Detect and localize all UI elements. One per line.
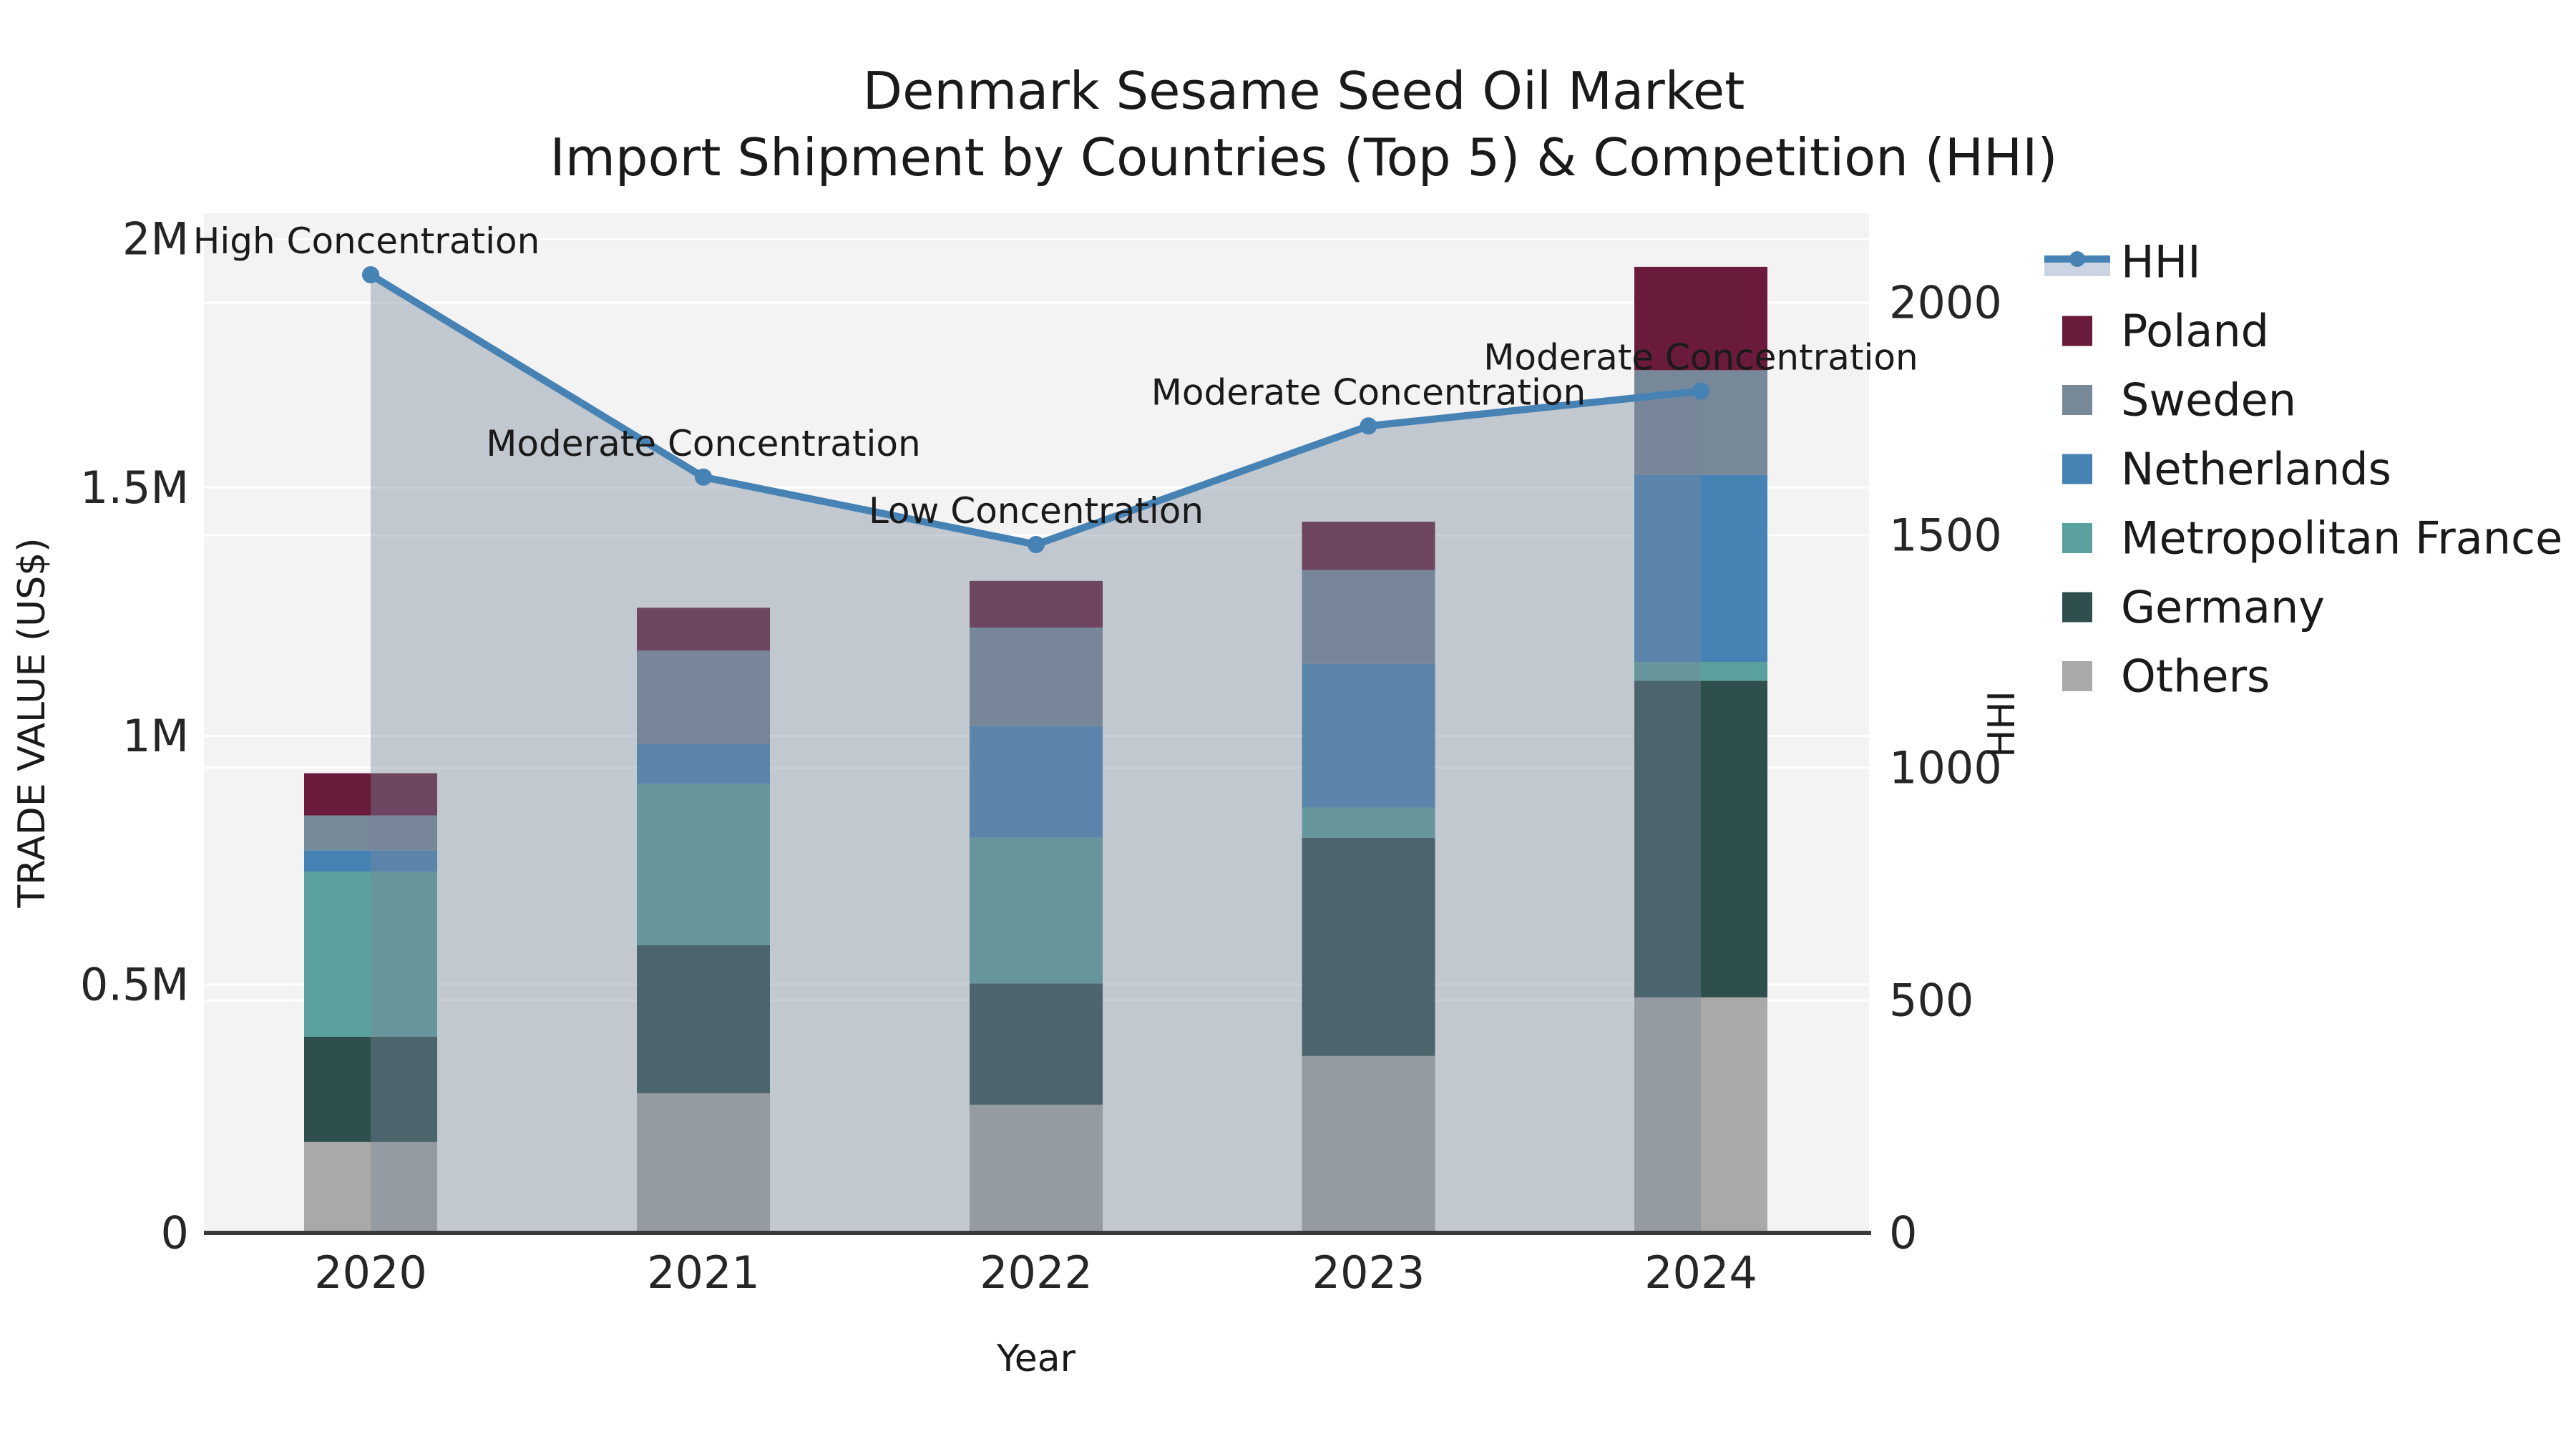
hhi-annotation-2024: Moderate Concentration — [1483, 337, 1918, 379]
y-left-tick-0.5M: 0.5M — [80, 958, 189, 1010]
bar-segment-2020-sweden — [304, 815, 437, 851]
legend-item-germany: Germany — [2062, 581, 2325, 633]
bar-segment-2023-poland — [1302, 522, 1435, 570]
hhi-annotation-2020: High Concentration — [193, 220, 540, 262]
hhi-marker-2021 — [695, 468, 712, 486]
bar-segment-2024-poland — [1634, 266, 1767, 371]
bar-segment-2021-metropolitan-france — [637, 784, 770, 945]
bar-segment-2022-germany — [970, 983, 1103, 1105]
chart-title: Denmark Sesame Seed Oil Market — [863, 61, 1745, 121]
y-left-tick-1M: 1M — [122, 710, 189, 762]
bar-segment-2022-others — [970, 1104, 1103, 1233]
y-axis-label-left: TRADE VALUE (US$) — [11, 537, 54, 908]
hhi-marker-2020 — [362, 266, 379, 283]
y-right-tick-2000: 2000 — [1889, 277, 2002, 329]
bar-segment-2023-germany — [1302, 837, 1435, 1056]
hhi-annotation-2023: Moderate Concentration — [1151, 371, 1586, 413]
legend-item-others: Others — [2062, 650, 2270, 703]
legend-swatch-others — [2062, 661, 2092, 691]
bar-segment-2022-poland — [970, 580, 1103, 628]
legend-item-hhi: HHI — [2044, 236, 2201, 288]
x-tick-2022: 2022 — [980, 1246, 1093, 1299]
x-tick-2020: 2020 — [314, 1246, 427, 1299]
x-tick-2024: 2024 — [1644, 1246, 1757, 1299]
legend-hhi-marker — [2069, 251, 2085, 267]
bar-segment-2021-germany — [637, 945, 770, 1093]
legend-label-sweden: Sweden — [2121, 374, 2296, 426]
legend-item-netherlands: Netherlands — [2062, 443, 2391, 495]
legend-item-metropolitan-france: Metropolitan France — [2062, 512, 2562, 565]
bar-segment-2023-sweden — [1302, 570, 1435, 664]
legend-label-poland: Poland — [2121, 305, 2269, 357]
hhi-marker-2022 — [1028, 536, 1045, 553]
bar-segment-2021-sweden — [637, 650, 770, 744]
bar-segment-2021-others — [637, 1093, 770, 1233]
legend-swatch-germany — [2062, 592, 2092, 623]
chart-subtitle: Import Shipment by Countries (Top 5) & C… — [550, 127, 2058, 187]
hhi-annotation-2021: Moderate Concentration — [486, 423, 920, 464]
bar-segment-2020-poland — [304, 773, 437, 816]
y-right-tick-1000: 1000 — [1889, 742, 2002, 794]
bar-segment-2022-netherlands — [970, 726, 1103, 838]
bar-segment-2021-poland — [637, 608, 770, 651]
bar-segment-2020-metropolitan-france — [304, 872, 437, 1037]
y-right-tick-0: 0 — [1889, 1207, 1917, 1259]
bar-segment-2024-metropolitan-france — [1634, 662, 1767, 681]
legend-swatch-netherlands — [2062, 454, 2092, 484]
y-axis-label-right: HHI — [1981, 691, 2024, 758]
legend-label-metropolitan-france: Metropolitan France — [2121, 512, 2562, 565]
y-right-tick-500: 500 — [1889, 975, 1974, 1027]
chart-marks: High Concentration Moderate Concentration… — [80, 213, 2562, 1299]
hhi-marker-2023 — [1360, 417, 1377, 435]
bar-segment-2020-others — [304, 1141, 437, 1233]
x-tick-2021: 2021 — [647, 1246, 760, 1299]
legend-item-poland: Poland — [2062, 305, 2269, 357]
y-left-tick-0: 0 — [161, 1207, 189, 1259]
bar-segment-2022-sweden — [970, 628, 1103, 726]
legend-label-germany: Germany — [2121, 581, 2325, 633]
x-axis-label: Year — [996, 1337, 1076, 1380]
bar-segment-2024-others — [1634, 997, 1767, 1233]
legend-swatch-poland — [2062, 316, 2092, 346]
legend-label-others: Others — [2121, 650, 2270, 703]
hhi-annotation-2022: Low Concentration — [869, 490, 1204, 532]
legend-swatch-metropolitan-france — [2062, 523, 2092, 553]
y-left-tick-1.5M: 1.5M — [80, 462, 189, 514]
y-left-tick-2M: 2M — [122, 213, 189, 265]
hhi-area-fill — [371, 275, 1701, 1233]
bar-segment-2024-netherlands — [1634, 474, 1767, 663]
bar-segment-2023-metropolitan-france — [1302, 807, 1435, 838]
legend-label-hhi: HHI — [2121, 236, 2201, 288]
bar-segment-2023-others — [1302, 1055, 1435, 1233]
x-tick-2023: 2023 — [1312, 1246, 1425, 1299]
bar-segment-2023-netherlands — [1302, 663, 1435, 808]
y-right-tick-1500: 1500 — [1889, 509, 2002, 562]
legend-swatch-sweden — [2062, 385, 2092, 415]
bar-segment-2020-netherlands — [304, 850, 437, 872]
bar-segment-2022-metropolitan-france — [970, 837, 1103, 984]
legend-item-sweden: Sweden — [2062, 374, 2296, 426]
legend-label-netherlands: Netherlands — [2121, 443, 2391, 495]
hhi-marker-2024 — [1692, 382, 1709, 400]
bar-segment-2021-netherlands — [637, 743, 770, 784]
bar-segment-2024-germany — [1634, 680, 1767, 997]
bar-segment-2020-germany — [304, 1036, 437, 1142]
